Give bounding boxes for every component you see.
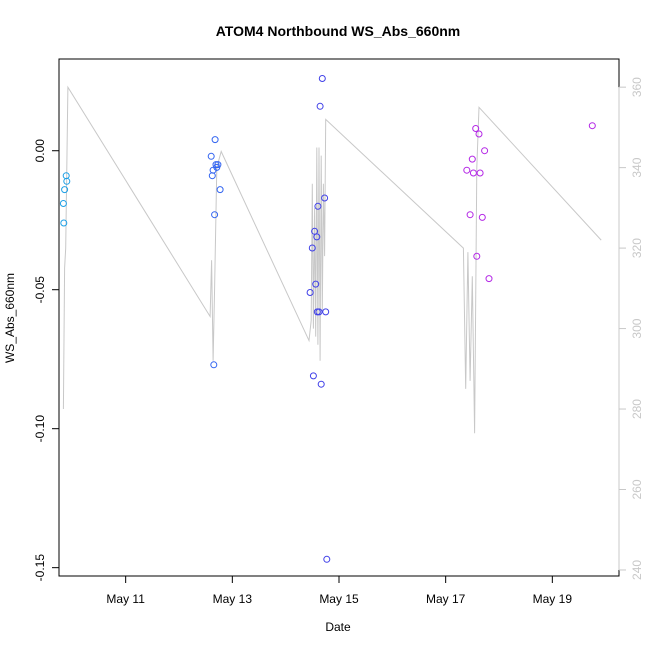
y2-tick-label: 360 [630, 77, 644, 97]
y2-axis: 240 260 280 300 320 340 360 [618, 77, 644, 580]
data-point [481, 147, 489, 155]
data-point [306, 289, 314, 296]
y2-tick-label: 320 [630, 238, 644, 258]
data-point [314, 202, 322, 210]
line-series [62, 85, 602, 434]
data-point [475, 130, 483, 138]
data-point [211, 136, 219, 144]
data-point [312, 280, 320, 288]
data-point [216, 186, 224, 194]
point-series [59, 75, 596, 563]
series-line [62, 85, 602, 434]
data-point [469, 169, 477, 177]
data-point [211, 211, 219, 219]
x-tick-label: May 19 [533, 592, 573, 606]
x-tick-label: May 11 [106, 592, 145, 606]
data-point [321, 194, 329, 202]
data-point [309, 372, 317, 380]
y-axis: 0.00 -0.05 -0.10 -0.15 [33, 139, 59, 582]
x-axis: May 11 May 13 May 15 May 17 May 19 [106, 576, 572, 606]
data-point [315, 308, 323, 316]
data-point [318, 75, 326, 82]
data-point [317, 380, 325, 388]
y2-tick-label: 340 [630, 157, 644, 177]
data-point [588, 122, 596, 130]
data-point [472, 125, 480, 132]
x-tick-label: May 17 [426, 592, 466, 606]
y-tick-label: -0.05 [33, 276, 47, 304]
chart-title: ATOM4 Northbound WS_Abs_660nm [216, 23, 461, 39]
data-point [478, 213, 486, 221]
data-point [308, 244, 316, 252]
data-point [463, 166, 471, 174]
data-point [61, 186, 69, 194]
data-point [212, 161, 220, 169]
x-tick-label: May 13 [213, 592, 253, 606]
data-point [476, 169, 484, 177]
data-point [468, 155, 476, 163]
data-point [316, 102, 324, 110]
y-tick-label: 0.00 [33, 139, 47, 163]
y2-tick-label: 260 [630, 479, 644, 499]
data-point [59, 200, 67, 207]
x-tick-label: May 15 [319, 592, 359, 606]
data-point [210, 361, 218, 369]
y-axis-label: WS_Abs_660nm [3, 273, 17, 363]
y2-tick-label: 300 [630, 318, 644, 338]
plot-frame [58, 58, 620, 577]
data-point [473, 252, 481, 260]
data-point [466, 211, 474, 219]
data-point [63, 177, 71, 185]
data-point [313, 233, 321, 241]
y2-tick-label: 280 [630, 399, 644, 419]
data-point [322, 308, 330, 316]
x-axis-label: Date [325, 620, 351, 634]
data-point [207, 152, 215, 160]
y-tick-label: -0.10 [33, 415, 47, 443]
data-point [323, 555, 331, 563]
y2-tick-label: 240 [630, 560, 644, 580]
data-point [214, 161, 222, 169]
data-point [60, 219, 68, 227]
y-tick-label: -0.15 [33, 554, 47, 582]
data-point [485, 275, 493, 283]
